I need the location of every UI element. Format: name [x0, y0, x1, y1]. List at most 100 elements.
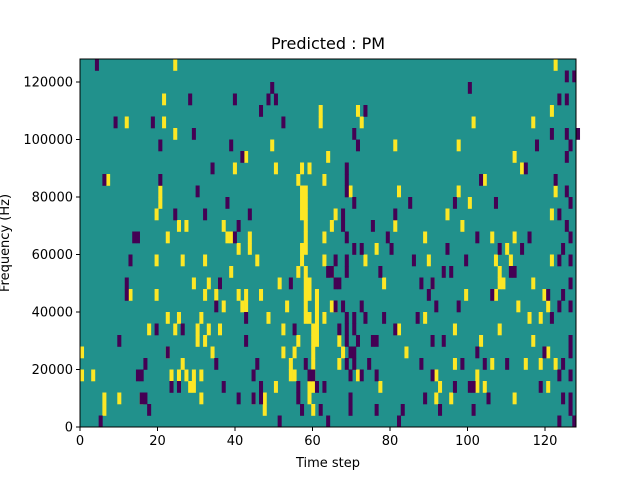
heatmap-cell-high: [449, 392, 454, 405]
heatmap-cell-high: [244, 289, 249, 301]
heatmap-cell-low: [493, 197, 498, 209]
heatmap-cell-low: [288, 277, 293, 290]
heatmap-cell-low: [221, 381, 226, 393]
heatmap-cell-low: [546, 289, 551, 301]
heatmap-cell-low: [568, 404, 573, 416]
heatmap-cell-high: [333, 208, 338, 221]
heatmap-cell-high: [270, 139, 275, 152]
heatmap-cell-low: [255, 358, 260, 370]
heatmap-cell-high: [497, 266, 502, 278]
heatmap-cell-low: [561, 289, 566, 301]
heatmap-cell-high: [546, 300, 551, 313]
heatmap-cell-low: [355, 335, 360, 347]
heatmap-cell-low: [568, 231, 573, 244]
heatmap-cell-low: [374, 404, 379, 416]
heatmap-cell-low: [564, 70, 569, 83]
x-tick-label: 20: [149, 434, 166, 449]
x-tick-label: 100: [455, 434, 480, 449]
heatmap-cell-high: [314, 300, 319, 313]
heatmap-cell-low: [337, 323, 342, 336]
x-tick-label: 40: [227, 434, 244, 449]
heatmap-cell-low: [553, 174, 558, 186]
heatmap-cell-low: [344, 335, 349, 347]
heatmap-cell-high: [314, 323, 319, 336]
heatmap-cell-low: [355, 139, 360, 152]
heatmap-cell-low: [557, 93, 562, 106]
heatmap-cell-high: [303, 289, 308, 301]
heatmap-cell-low: [236, 220, 241, 232]
heatmap-cell-high: [303, 300, 308, 313]
heatmap-cell-low: [98, 415, 103, 428]
heatmap-cell-low: [169, 381, 174, 393]
heatmap-cell-low: [561, 243, 566, 255]
heatmap-cell-high: [273, 381, 278, 393]
heatmap-cell-high: [329, 220, 334, 232]
heatmap-cell-low: [382, 312, 387, 324]
heatmap-cell-low: [561, 392, 566, 405]
heatmap-cell-low: [568, 197, 573, 209]
heatmap-cell-high: [493, 289, 498, 301]
heatmap-cell-low: [557, 300, 562, 313]
heatmap-cell-low: [486, 392, 491, 405]
heatmap-cell-low: [344, 174, 349, 186]
heatmap-cell-high: [255, 254, 260, 267]
y-tick-label: 40000: [32, 306, 73, 321]
heatmap-cell-high: [490, 231, 495, 244]
heatmap-cell-high: [471, 116, 476, 129]
heatmap-cell-high: [311, 323, 316, 336]
heatmap-cell-high: [191, 381, 196, 393]
heatmap-cell-low: [176, 381, 181, 393]
heatmap-cell-low: [393, 208, 398, 221]
heatmap-cell-high: [244, 300, 249, 313]
heatmap-cell-low: [359, 243, 364, 255]
heatmap-cell-high: [434, 392, 439, 405]
heatmap-cell-high: [326, 151, 331, 163]
heatmap-cell-low: [352, 358, 357, 370]
heatmap-cell-high: [303, 208, 308, 221]
heatmap-cell-low: [538, 381, 543, 393]
heatmap-cell-high: [236, 289, 241, 301]
heatmap-cell-low: [277, 415, 282, 428]
heatmap-cell-low: [352, 243, 357, 255]
heatmap-cell-low: [259, 392, 264, 405]
heatmap-cell-high: [210, 346, 215, 359]
heatmap-cell-high: [203, 335, 208, 347]
heatmap-cell-high: [191, 277, 196, 290]
heatmap-cell-high: [124, 116, 129, 129]
heatmap-cell-low: [352, 197, 357, 209]
heatmap-cell-high: [303, 197, 308, 209]
heatmap-cell-low: [124, 289, 129, 301]
heatmap-cell-low: [475, 346, 480, 359]
heatmap-cell-low: [173, 208, 178, 221]
y-tick-label: 120000: [23, 76, 73, 91]
heatmap-cell-low: [236, 392, 241, 405]
heatmap-cell-low: [430, 369, 435, 382]
heatmap-cell-high: [307, 312, 312, 324]
y-tick-label: 80000: [32, 191, 73, 206]
heatmap-cell-high: [259, 289, 264, 301]
heatmap-cell-low: [497, 243, 502, 255]
heatmap-cell-low: [572, 70, 577, 83]
heatmap-cell-high: [311, 404, 316, 416]
heatmap-cell-low: [411, 254, 416, 267]
heatmap-cell-high: [307, 277, 312, 290]
heatmap-cell-high: [102, 404, 107, 416]
heatmap-cell-high: [303, 220, 308, 232]
heatmap-cell-high: [538, 358, 543, 370]
heatmap-cell-low: [479, 174, 484, 186]
heatmap-cell-high: [363, 254, 368, 267]
heatmap-cell-high: [355, 369, 360, 382]
heatmap-cell-high: [374, 243, 379, 255]
heatmap-cell-low: [568, 346, 573, 359]
heatmap-cell-low: [214, 300, 219, 313]
heatmap-cell-low: [333, 277, 338, 290]
heatmap-cell-high: [553, 185, 558, 198]
heatmap-cell-low: [378, 266, 383, 278]
heatmap-cell-high: [538, 312, 543, 324]
heatmap-cell-low: [542, 346, 547, 359]
heatmap-cell-low: [557, 208, 562, 221]
heatmap-cell-high: [303, 243, 308, 255]
heatmap-cell-high: [393, 220, 398, 232]
heatmap-cell-high: [188, 381, 193, 393]
heatmap-cell-high: [516, 300, 521, 313]
